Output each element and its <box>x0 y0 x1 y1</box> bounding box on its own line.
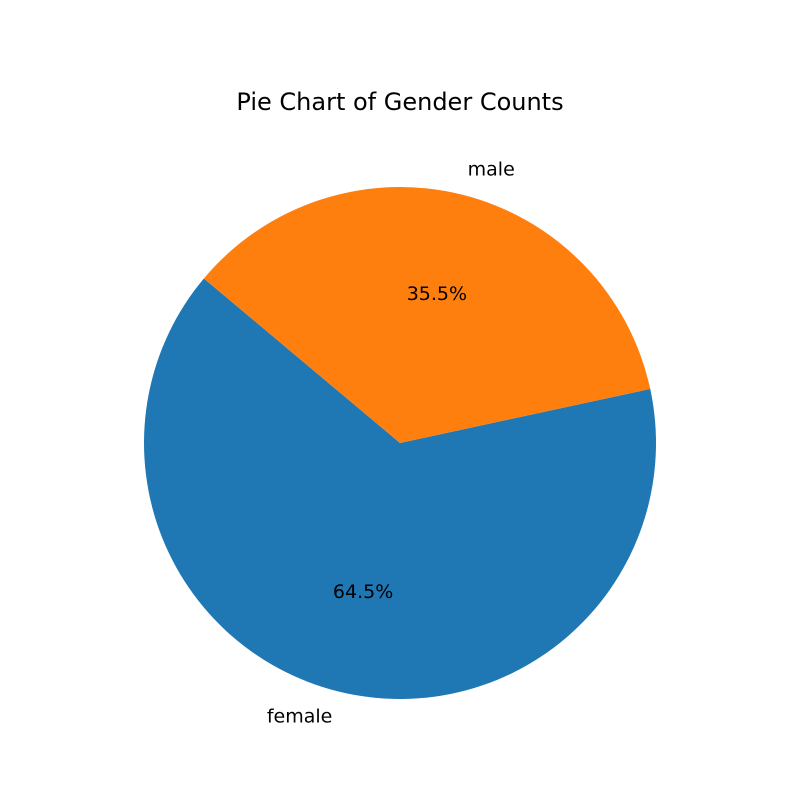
slice-label-male: male <box>468 159 515 181</box>
pie-slice-male <box>203 187 651 443</box>
pie-slice-female <box>144 278 656 700</box>
pie-labels: female 64.5% male 35.5% <box>267 159 515 728</box>
slice-percent-female: 64.5% <box>333 581 393 603</box>
chart-title: Pie Chart of Gender Counts <box>236 88 563 116</box>
slice-percent-male: 35.5% <box>407 283 467 305</box>
slice-label-female: female <box>267 705 333 727</box>
pie-slices <box>144 187 656 700</box>
